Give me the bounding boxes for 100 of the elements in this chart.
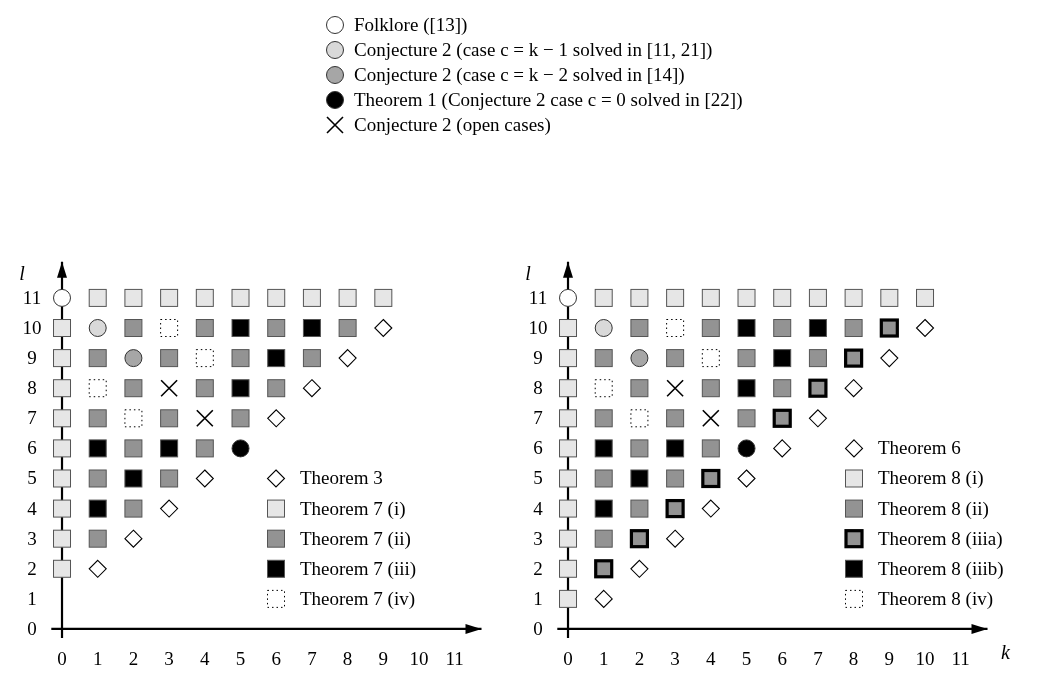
y-tick-label: 1 xyxy=(27,587,37,609)
y-tick-label: 9 xyxy=(533,347,543,369)
y-tick-label: 3 xyxy=(27,527,37,549)
legend-label: Conjecture 2 (case c = k − 2 solved in [14]) xyxy=(354,64,685,86)
x-tick-label: 5 xyxy=(235,647,246,669)
x-tick-label: 4 xyxy=(706,647,717,669)
point xyxy=(666,529,685,548)
legend-label: Theorem 7 (i) xyxy=(300,497,406,520)
point xyxy=(737,439,756,458)
y-tick-label: 11 xyxy=(22,286,42,308)
point xyxy=(559,288,578,307)
point xyxy=(666,439,685,458)
y-tick-label: 8 xyxy=(533,377,543,399)
point xyxy=(124,379,143,398)
x-tick-label: 10 xyxy=(915,647,935,669)
point xyxy=(630,349,649,368)
point xyxy=(630,319,649,338)
point xyxy=(630,469,649,488)
point xyxy=(160,379,178,397)
x-tick-label: 2 xyxy=(128,647,139,669)
point xyxy=(737,349,756,368)
point xyxy=(53,529,72,548)
point xyxy=(630,409,649,428)
x-tick-label: 6 xyxy=(777,647,787,669)
legend-label: Theorem 8 (iv) xyxy=(878,587,994,610)
x-tick-label: 11 xyxy=(951,647,970,669)
point xyxy=(231,288,250,307)
point xyxy=(666,469,685,488)
legend-label: Theorem 8 (ii) xyxy=(878,497,989,520)
point xyxy=(844,379,863,398)
point xyxy=(559,319,578,338)
point xyxy=(559,559,578,578)
point xyxy=(124,319,143,338)
x-tick-label: 2 xyxy=(634,647,645,669)
point xyxy=(594,409,613,428)
y-tick-label: 10 xyxy=(528,317,548,339)
point xyxy=(559,409,578,428)
point xyxy=(160,469,179,488)
x-tick-label: 11 xyxy=(445,647,464,669)
x-tick-label: 7 xyxy=(813,647,823,669)
point xyxy=(701,468,721,489)
legend-label: Theorem 3 xyxy=(300,467,383,489)
point xyxy=(231,439,250,458)
y-tick-label: 6 xyxy=(27,437,37,459)
point xyxy=(630,559,649,578)
point xyxy=(231,409,250,428)
point xyxy=(808,319,827,338)
x-tick-label: 3 xyxy=(670,647,680,669)
point xyxy=(88,379,107,398)
point xyxy=(124,529,143,548)
x-tick-label: 6 xyxy=(271,647,281,669)
point xyxy=(630,499,649,518)
point xyxy=(630,288,649,307)
point xyxy=(88,439,107,458)
y-tick-label: 7 xyxy=(533,407,543,429)
point xyxy=(338,319,357,338)
point xyxy=(772,408,792,428)
point xyxy=(53,379,72,398)
x-tick-label: 8 xyxy=(848,647,859,669)
point xyxy=(559,379,578,398)
point xyxy=(594,589,613,608)
point xyxy=(594,469,613,488)
point xyxy=(737,409,756,428)
legend-label: Theorem 6 xyxy=(878,437,961,459)
point xyxy=(666,379,684,397)
point xyxy=(53,409,72,428)
point xyxy=(302,319,321,338)
legend-label: Theorem 8 (i) xyxy=(878,467,984,490)
legend-label: Theorem 7 (ii) xyxy=(300,527,411,550)
y-tick-label: 5 xyxy=(533,467,543,489)
point xyxy=(195,288,214,307)
x-tick-label: 4 xyxy=(200,647,211,669)
point xyxy=(630,439,649,458)
point xyxy=(88,469,107,488)
y-axis-title: l xyxy=(19,261,26,284)
point xyxy=(737,469,756,488)
y-tick-label: 2 xyxy=(27,557,37,579)
point xyxy=(915,318,935,338)
x-tick-label: 1 xyxy=(598,647,609,669)
legend-label: Folklore ([13]) xyxy=(354,14,468,36)
point xyxy=(666,409,685,428)
point xyxy=(665,498,685,519)
point xyxy=(88,409,107,428)
point xyxy=(880,349,899,368)
x-tick-label: 9 xyxy=(378,647,389,669)
point xyxy=(124,469,143,488)
point xyxy=(195,319,214,338)
point xyxy=(302,288,321,307)
y-tick-label: 7 xyxy=(27,407,37,429)
point xyxy=(53,469,72,488)
point xyxy=(808,409,827,428)
point xyxy=(267,349,286,368)
point xyxy=(844,319,863,338)
y-tick-label: 1 xyxy=(533,587,543,609)
point xyxy=(338,288,357,307)
x-tick-label: 8 xyxy=(342,647,353,669)
point xyxy=(338,349,357,368)
y-tick-label: 0 xyxy=(533,617,543,639)
point xyxy=(879,318,899,338)
y-tick-label: 0 xyxy=(27,617,37,639)
